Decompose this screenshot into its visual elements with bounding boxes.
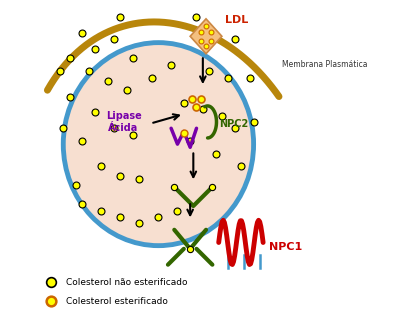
Text: LDL: LDL — [225, 15, 248, 25]
Ellipse shape — [63, 43, 253, 246]
Text: NPC2: NPC2 — [219, 118, 248, 129]
Text: Colesterol esterificado: Colesterol esterificado — [66, 297, 168, 306]
Polygon shape — [190, 19, 222, 54]
Text: Lipase
Ácida: Lipase Ácida — [106, 111, 141, 133]
Text: Membrana Plasmática: Membrana Plasmática — [282, 60, 367, 69]
Text: NPC1: NPC1 — [270, 242, 303, 252]
Text: Colesterol não esterificado: Colesterol não esterificado — [66, 278, 188, 287]
